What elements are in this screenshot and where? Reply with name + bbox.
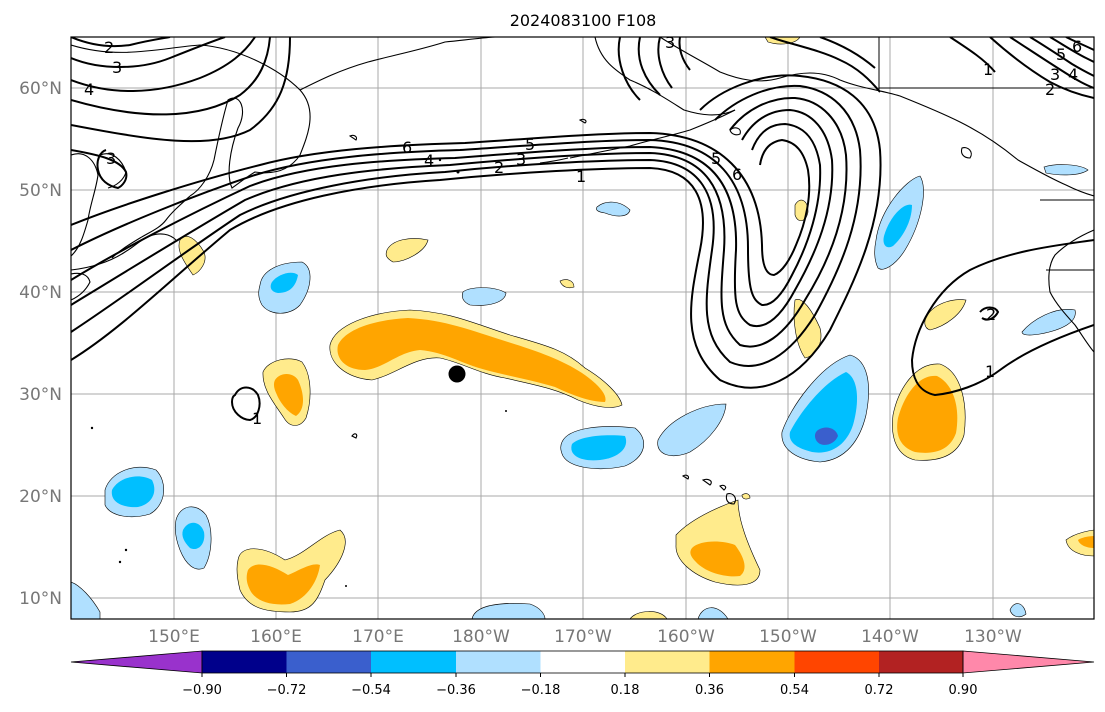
lon-label-180w: 180°W (452, 627, 510, 647)
contour-label-2i: 2 (986, 305, 996, 324)
lat-label-20n: 20°N (19, 487, 62, 507)
lat-label-50n: 50°N (19, 181, 62, 201)
storm-center-marker (448, 365, 466, 383)
longitude-labels: 150°E 160°E 170°E 180°W 170°W 160°W 150°… (148, 627, 1022, 647)
colorbar-tick-label: 0.72 (865, 683, 894, 698)
contour-label-6: 6 (402, 138, 412, 157)
borders (878, 37, 1094, 271)
colorbar: −0.90 −0.72 −0.54 −0.36 −0.18 0.18 0.36 … (70, 650, 1095, 698)
contour-label-3d: 3 (106, 149, 116, 168)
contour-label-6f: 6 (1072, 37, 1082, 56)
colorbar-bin-3 (371, 651, 456, 673)
coastlines (71, 37, 1094, 587)
contour-labels: 1 2 3 4 5 6 5 6 2 3 4 3 3 1 2 3 4 5 6 1 … (84, 33, 1082, 428)
contour-label-1f: 1 (983, 60, 993, 79)
lat-label-10n: 10°N (19, 589, 62, 609)
colorbar-tick-label: −0.36 (436, 683, 476, 698)
colorbar-tick-label: 0.90 (949, 683, 978, 698)
contour-label-4f: 4 (1068, 65, 1078, 84)
contour-label-2: 2 (494, 158, 504, 177)
lat-label-60n: 60°N (19, 79, 62, 99)
colorbar-tick-label: −0.72 (267, 683, 307, 698)
contour-label-4: 4 (424, 151, 434, 170)
contour-label-3c: 3 (112, 58, 122, 77)
lon-label-170e: 170°E (352, 627, 404, 647)
lon-label-170w: 170°W (554, 627, 612, 647)
colorbar-bin-8 (794, 651, 879, 673)
colorbar-tick-label: −0.90 (182, 683, 222, 698)
contour-label-1: 1 (576, 167, 586, 186)
lon-label-130w: 130°W (964, 627, 1022, 647)
colorbar-under-arrow (70, 650, 203, 674)
contours (71, 37, 1094, 422)
lon-label-160w: 160°W (657, 627, 715, 647)
lon-label-140w: 140°W (861, 627, 919, 647)
contour-label-1g: 1 (985, 362, 995, 381)
contour-label-2c: 2 (104, 38, 114, 57)
colorbar-tick-label: 0.54 (780, 683, 809, 698)
map-frame (70, 36, 1095, 620)
colorbar-tick-label: 0.18 (611, 683, 640, 698)
contour-label-5f: 5 (1056, 45, 1066, 64)
colorbar-tick-label: −0.18 (521, 683, 561, 698)
colorbar-tick-label: 0.36 (695, 683, 724, 698)
colorbar-frame (201, 650, 964, 674)
lat-label-40n: 40°N (19, 283, 62, 303)
contour-label-3f: 3 (1050, 65, 1060, 84)
lon-label-150e: 150°E (148, 627, 200, 647)
colorbar-over-arrow (962, 650, 1095, 674)
contour-label-5: 5 (525, 135, 535, 154)
colorbar-tick-label: −0.54 (351, 683, 391, 698)
map-title: 2024083100 F108 (510, 11, 657, 30)
contour-label-2f: 2 (1045, 80, 1055, 99)
contour-label-1h: 1 (252, 409, 262, 428)
colorbar-ticks (201, 673, 964, 677)
latitude-labels: 60°N 50°N 40°N 30°N 20°N 10°N (19, 79, 62, 609)
colorbar-bin-4 (456, 651, 541, 673)
contour-label-4c: 4 (84, 80, 94, 99)
lat-label-30n: 30°N (19, 385, 62, 405)
colorbar-bin-5 (540, 651, 625, 673)
colorbar-bin-1 (202, 651, 287, 673)
contour-label-5b: 5 (711, 149, 721, 168)
contour-label-3e: 3 (665, 33, 675, 52)
contour-label-6b: 6 (732, 165, 742, 184)
anomaly-shading (71, 37, 1094, 619)
colorbar-bin-7 (709, 651, 795, 673)
lon-label-150w: 150°W (759, 627, 817, 647)
colorbar-bin-9 (879, 651, 963, 673)
colorbar-bin-2 (286, 651, 371, 673)
contour-label-3: 3 (516, 150, 526, 169)
colorbar-bin-6 (625, 651, 710, 673)
lon-label-160e: 160°E (250, 627, 302, 647)
